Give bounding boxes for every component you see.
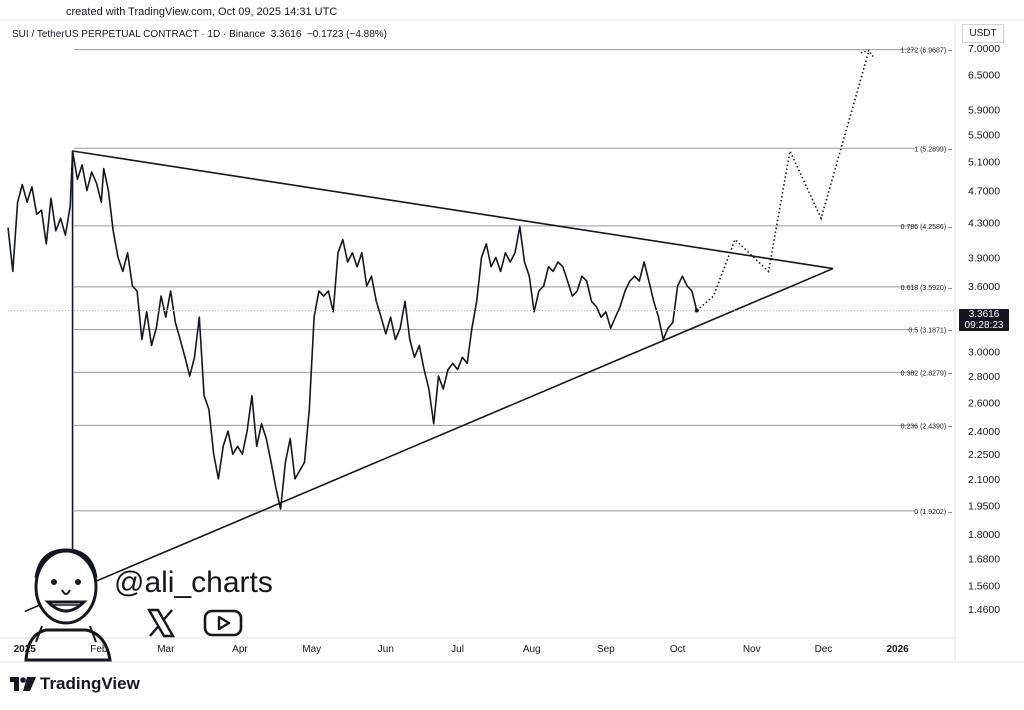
y-tick-label: 2.6000 — [968, 397, 1000, 409]
tradingview-logo-icon — [10, 677, 36, 691]
y-tick-label: 2.2500 — [968, 449, 1000, 461]
symbol-legend[interactable]: SUI / TetherUS PERPETUAL CONTRACT · 1D ·… — [12, 29, 387, 40]
fib-level-label: 0.5 (3.1871) – — [908, 328, 952, 335]
ascending-trendline[interactable] — [24, 267, 834, 613]
projection-path[interactable] — [696, 50, 870, 312]
y-tick-label: 1.9500 — [968, 500, 1000, 512]
x-tick-label: May — [302, 644, 321, 655]
descending-trendline[interactable] — [72, 150, 834, 270]
x-tick-label: Apr — [232, 644, 248, 655]
x-tick-label: 2025 — [14, 644, 37, 655]
y-tick-label: 1.4600 — [968, 604, 1000, 616]
fib-level-label: 0.236 (2.4390) – — [901, 423, 952, 430]
price-series-line[interactable] — [7, 150, 698, 510]
y-tick-label: 3.0000 — [968, 346, 1000, 358]
tradingview-logo[interactable]: TradingView — [10, 674, 140, 694]
fib-level-label: 0.382 (2.8279) – — [901, 370, 952, 377]
price-change: −0.1723 (−4.88%) — [306, 29, 388, 40]
fib-level-label: 1.272 (6.9687) – — [901, 48, 952, 55]
last-price-tag: 3.3616 09:28:23 — [959, 309, 1009, 331]
x-tick-label: Jul — [451, 644, 464, 655]
y-tick-label: 3.6000 — [968, 281, 1000, 293]
currency-button[interactable]: USDT — [962, 24, 1004, 43]
y-tick-label: 7.0000 — [968, 43, 1000, 55]
y-tick-label: 1.5600 — [968, 580, 1000, 592]
y-tick-label: 2.1000 — [968, 474, 1000, 486]
x-tick-label: Nov — [743, 644, 761, 655]
y-tick-label: 4.3000 — [968, 217, 1000, 229]
bar-countdown: 09:28:23 — [964, 320, 1004, 331]
x-tick-label: 2026 — [886, 644, 909, 655]
y-tick-label: 3.9000 — [968, 252, 1000, 264]
created-with-label: created with TradingView.com, Oct 09, 20… — [66, 6, 338, 18]
symbol-name: SUI / TetherUS PERPETUAL CONTRACT · 1D ·… — [12, 29, 266, 40]
projection-arrowhead — [860, 49, 875, 59]
fib-level-label: 0.786 (4.2586) – — [901, 224, 952, 231]
y-tick-label: 1.6800 — [968, 554, 1000, 566]
x-tick-label: Oct — [670, 644, 686, 655]
x-tick-label: Feb — [90, 644, 108, 655]
y-tick-label: 1.8000 — [968, 529, 1000, 541]
y-tick-label: 2.8000 — [968, 371, 1000, 383]
fib-level-label: 0 (1.9202) – — [914, 509, 952, 516]
tradingview-brand-text: TradingView — [40, 674, 140, 693]
y-tick-label: 2.4000 — [968, 426, 1000, 438]
last-price: 3.3616 — [270, 29, 302, 40]
watermark-handle: @ali_charts — [114, 566, 273, 599]
youtube-icon[interactable] — [203, 606, 243, 640]
y-tick-label: 5.9000 — [968, 104, 1000, 116]
avatar-caricature — [24, 548, 112, 662]
fib-level-label: 1 (5.2899) – — [914, 146, 952, 153]
x-icon[interactable] — [146, 608, 176, 638]
x-tick-label: Mar — [157, 644, 175, 655]
x-tick-label: Dec — [815, 644, 833, 655]
x-tick-label: Aug — [523, 644, 541, 655]
y-tick-label: 5.1000 — [968, 156, 1000, 168]
y-tick-label: 5.5000 — [968, 129, 1000, 141]
last-price-dot — [694, 308, 699, 313]
y-tick-label: 4.7000 — [968, 186, 1000, 198]
x-tick-label: Sep — [597, 644, 615, 655]
x-tick-label: Jun — [378, 644, 394, 655]
last-price-tag-value: 3.3616 — [968, 309, 1000, 320]
fib-level-label: 0.618 (3.5920) – — [901, 285, 952, 292]
y-tick-label: 6.5000 — [968, 70, 1000, 82]
